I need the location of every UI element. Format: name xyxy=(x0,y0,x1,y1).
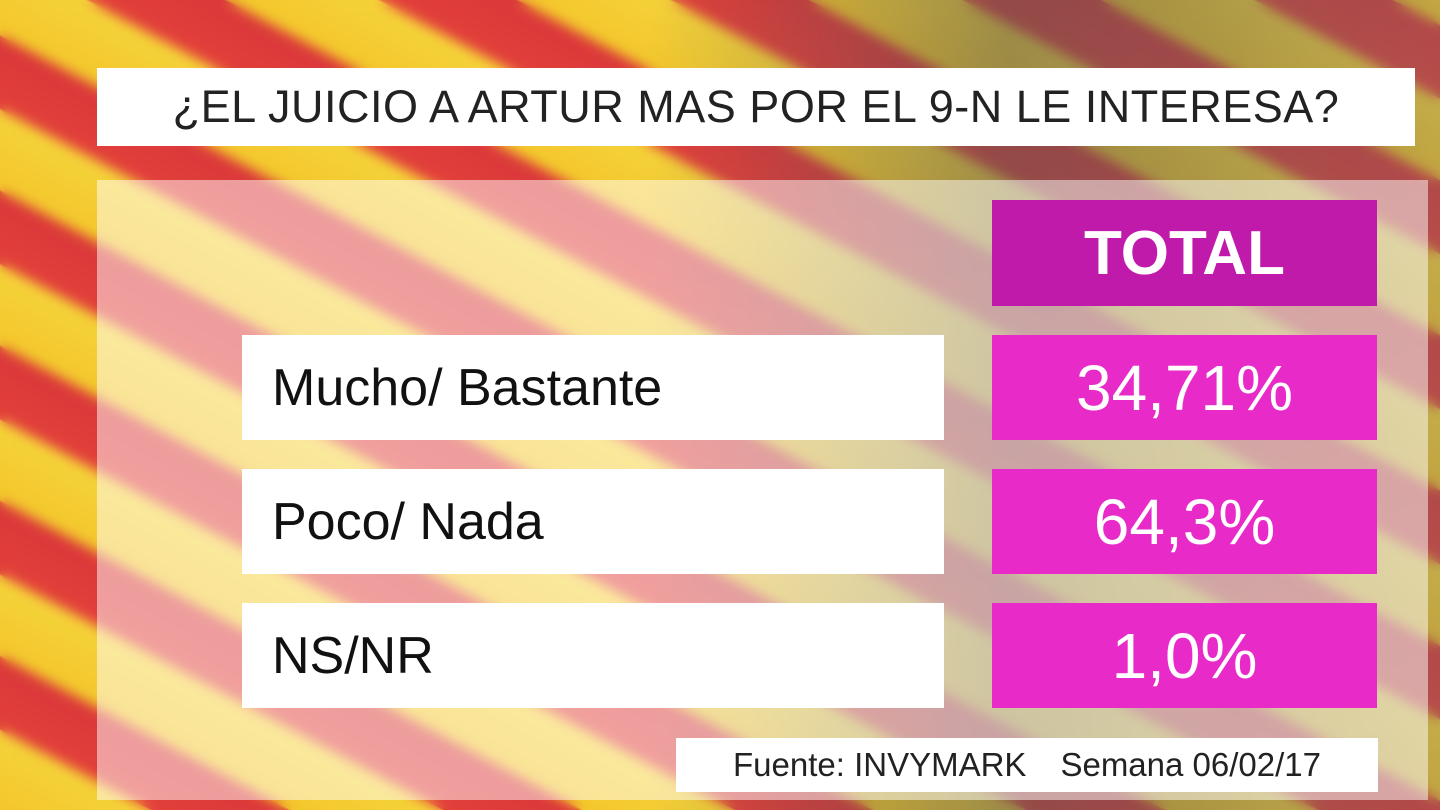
row-label: Mucho/ Bastante xyxy=(242,335,944,440)
column-header: TOTAL xyxy=(992,200,1377,306)
source-label: Fuente: INVYMARK xyxy=(733,746,1027,783)
row-value: 34,71% xyxy=(992,335,1377,440)
row-label: Poco/ Nada xyxy=(242,469,944,574)
source: Fuente: INVYMARK Semana 06/02/17 xyxy=(676,738,1378,792)
row-value: 1,0% xyxy=(992,603,1377,708)
row-value: 64,3% xyxy=(992,469,1377,574)
row-label: NS/NR xyxy=(242,603,944,708)
title: ¿EL JUICIO A ARTUR MAS POR EL 9-N LE INT… xyxy=(97,68,1415,146)
source-week: Semana 06/02/17 xyxy=(1060,746,1321,783)
